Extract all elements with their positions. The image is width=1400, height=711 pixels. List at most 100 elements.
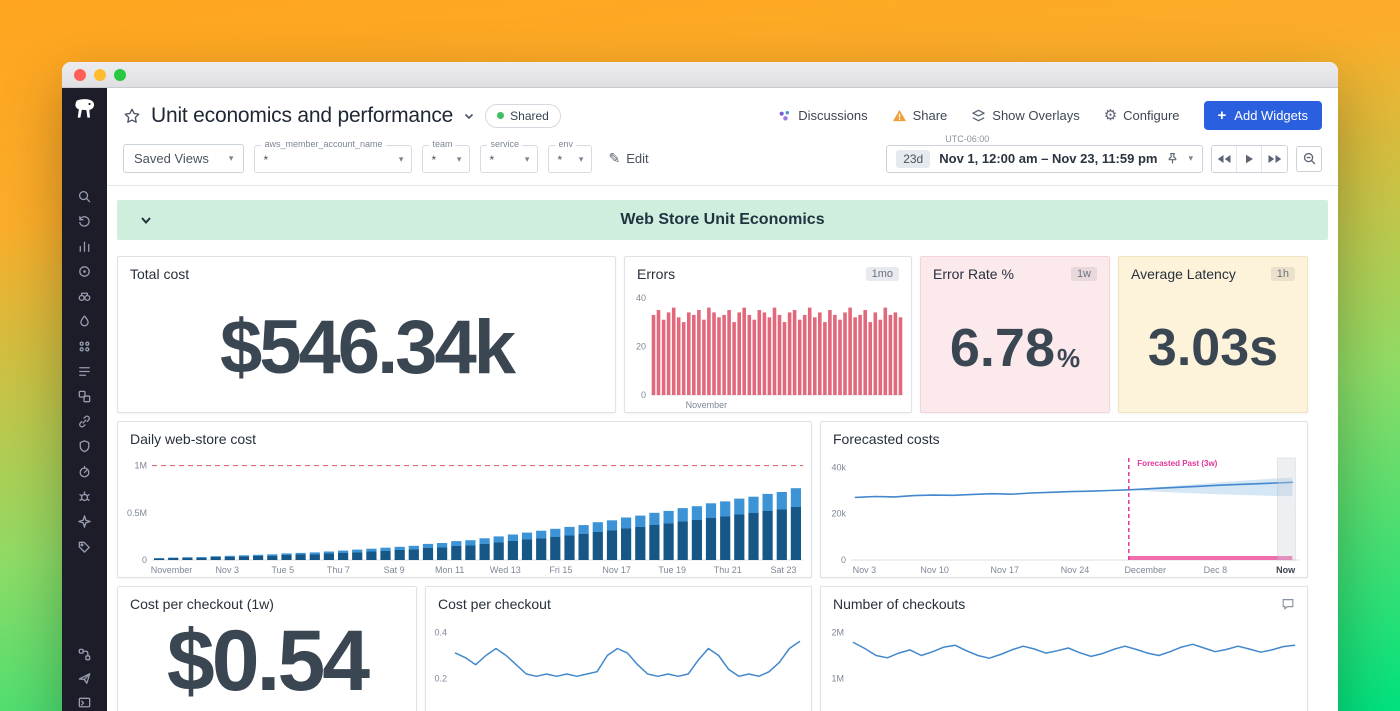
sidebar-item-cost-management[interactable] bbox=[71, 538, 99, 554]
show-overlays-button[interactable]: Show Overlays bbox=[971, 108, 1080, 123]
svg-text:0: 0 bbox=[641, 390, 646, 400]
rewind-icon bbox=[1217, 154, 1231, 163]
sidebar-item-workflows[interactable] bbox=[71, 646, 99, 662]
template-var-label: aws_member_account_name bbox=[261, 138, 386, 149]
pin-icon[interactable] bbox=[1166, 152, 1179, 165]
metrics-icon bbox=[79, 241, 90, 252]
sidebar-item-monitors[interactable] bbox=[71, 463, 99, 479]
template-var-value: * bbox=[431, 152, 437, 167]
checkouts-line-chart[interactable]: 01M2M bbox=[821, 614, 1307, 711]
history-icon bbox=[79, 215, 90, 227]
discussions-button[interactable]: Discussions bbox=[777, 108, 868, 123]
template-var-service[interactable]: service * ▾ bbox=[480, 138, 539, 173]
sidebar-item-terminal[interactable] bbox=[71, 694, 99, 710]
sidebar-item-llm-observability[interactable] bbox=[71, 513, 99, 529]
zoom-out-button[interactable] bbox=[1296, 145, 1322, 172]
nav-sidebar bbox=[62, 88, 107, 711]
minimize-window-button[interactable] bbox=[94, 68, 106, 81]
svg-text:Thu 21: Thu 21 bbox=[714, 565, 742, 575]
widget-number-of-checkouts: Number of checkouts 01M2M bbox=[820, 586, 1308, 711]
security-icon bbox=[79, 439, 90, 452]
add-widgets-button[interactable]: + Add Widgets bbox=[1203, 101, 1322, 130]
template-var-label: team bbox=[429, 138, 456, 149]
template-var-label: env bbox=[555, 138, 576, 149]
configure-button[interactable]: ⚙ Configure bbox=[1104, 108, 1180, 123]
sidebar-item-integrations[interactable] bbox=[71, 413, 99, 429]
timeframe-badge: 1w bbox=[1070, 267, 1097, 281]
favorite-star-icon[interactable] bbox=[123, 107, 141, 125]
widget-title: Cost per checkout (1w) bbox=[130, 596, 274, 612]
sidebar-item-ci-cd[interactable] bbox=[71, 388, 99, 404]
svg-text:Nov 17: Nov 17 bbox=[991, 565, 1020, 575]
sidebar-item-metrics[interactable] bbox=[71, 238, 99, 254]
widget-cost-per-checkout: Cost per checkout 00.20.4 bbox=[425, 586, 812, 711]
widget-total-cost: Total cost $546.34k bbox=[117, 256, 616, 413]
widget-title: Total cost bbox=[130, 266, 190, 282]
comment-icon[interactable] bbox=[1281, 597, 1295, 611]
rewind-button[interactable] bbox=[1212, 145, 1237, 172]
svg-text:20k: 20k bbox=[831, 509, 846, 519]
widget-title: Cost per checkout bbox=[438, 596, 551, 612]
chevron-down-icon: ▾ bbox=[524, 154, 530, 164]
notebooks-icon bbox=[78, 672, 91, 684]
svg-text:November: November bbox=[151, 565, 193, 575]
timezone-label: UTC-06:00 bbox=[945, 133, 990, 144]
sidebar-item-history[interactable] bbox=[71, 213, 99, 229]
warning-icon bbox=[892, 109, 906, 122]
dashboard-menu-chevron-icon[interactable] bbox=[463, 110, 475, 122]
svg-text:December: December bbox=[1124, 565, 1166, 575]
edit-button[interactable]: ✎ Edit bbox=[608, 150, 648, 167]
play-button[interactable] bbox=[1237, 145, 1262, 172]
page-title: Unit economics and performance bbox=[151, 103, 454, 127]
forecast-line-chart[interactable]: 0 20k 40k Forecasted Past (3w) Nov 3 Nov 10 No… bbox=[821, 449, 1307, 577]
saved-views-dropdown[interactable]: Saved Views ▾ bbox=[123, 144, 245, 173]
errors-bar-chart[interactable]: 0 20 40 November bbox=[625, 284, 911, 412]
svg-text:2M: 2M bbox=[831, 627, 844, 637]
sidebar-item-rum[interactable] bbox=[71, 338, 99, 354]
chevron-down-icon: ▾ bbox=[228, 153, 234, 163]
svg-text:Dec 8: Dec 8 bbox=[1204, 565, 1228, 575]
daily-cost-bar-chart[interactable]: 0 0.5M 1M November Nov 3 Tue 5 Thu 7 Sat 9 Mon 1… bbox=[118, 449, 811, 577]
integrations-icon bbox=[79, 415, 90, 427]
share-button[interactable]: Share bbox=[892, 108, 947, 123]
svg-text:Tue 5: Tue 5 bbox=[271, 565, 294, 575]
ci-cd-icon bbox=[78, 390, 91, 402]
svg-text:Mon 11: Mon 11 bbox=[435, 565, 464, 575]
group-header-web-store-unit-economics: Web Store Unit Economics bbox=[117, 200, 1328, 240]
template-var-aws-member-account-name[interactable]: aws_member_account_name * ▾ bbox=[254, 138, 413, 173]
widget-title: Error Rate % bbox=[933, 266, 1014, 282]
error-tracking-icon bbox=[79, 490, 90, 501]
svg-text:Tue 19: Tue 19 bbox=[658, 565, 686, 575]
svg-text:0: 0 bbox=[841, 555, 846, 565]
template-var-label: service bbox=[487, 138, 522, 149]
time-range-picker[interactable]: UTC-06:00 23d Nov 1, 12:00 am – Nov 23, … bbox=[886, 134, 1203, 173]
svg-text:Thu 7: Thu 7 bbox=[327, 565, 350, 575]
sidebar-item-error-tracking[interactable] bbox=[71, 488, 99, 504]
sidebar-item-search[interactable] bbox=[71, 188, 99, 204]
zoom-window-button[interactable] bbox=[114, 68, 126, 81]
chevron-down-icon: ▾ bbox=[1188, 153, 1193, 163]
sidebar-item-watchdog[interactable] bbox=[71, 263, 99, 279]
shared-badge[interactable]: Shared bbox=[485, 103, 561, 128]
dashboard-canvas: Web Store Unit Economics Total cost $546… bbox=[107, 186, 1338, 711]
sidebar-item-logs[interactable] bbox=[71, 363, 99, 379]
template-var-env[interactable]: env * ▾ bbox=[548, 138, 593, 173]
template-var-team[interactable]: team * ▾ bbox=[422, 138, 471, 173]
svg-text:Nov 10: Nov 10 bbox=[920, 565, 949, 575]
widget-cost-per-checkout-1w: Cost per checkout (1w) $0.54 bbox=[117, 586, 417, 711]
datadog-logo[interactable] bbox=[72, 96, 98, 122]
sidebar-item-infrastructure[interactable] bbox=[71, 288, 99, 304]
close-window-button[interactable] bbox=[74, 68, 86, 81]
widget-title: Number of checkouts bbox=[833, 596, 966, 612]
sidebar-item-apm[interactable] bbox=[71, 313, 99, 329]
workflows-icon bbox=[78, 648, 91, 660]
fast-forward-button[interactable] bbox=[1262, 145, 1287, 172]
template-var-value: * bbox=[263, 152, 269, 167]
sidebar-item-security[interactable] bbox=[71, 438, 99, 454]
widget-errors: Errors 1mo 0 20 40 November bbox=[624, 256, 912, 413]
cost-per-checkout-line-chart[interactable]: 00.20.4 bbox=[426, 614, 811, 711]
widget-average-latency: Average Latency 1h 3.03s bbox=[1118, 256, 1308, 413]
edit-pencil-icon: ✎ bbox=[608, 150, 621, 166]
sidebar-item-notebooks[interactable] bbox=[71, 670, 99, 686]
group-collapse-chevron-icon[interactable] bbox=[139, 213, 153, 232]
